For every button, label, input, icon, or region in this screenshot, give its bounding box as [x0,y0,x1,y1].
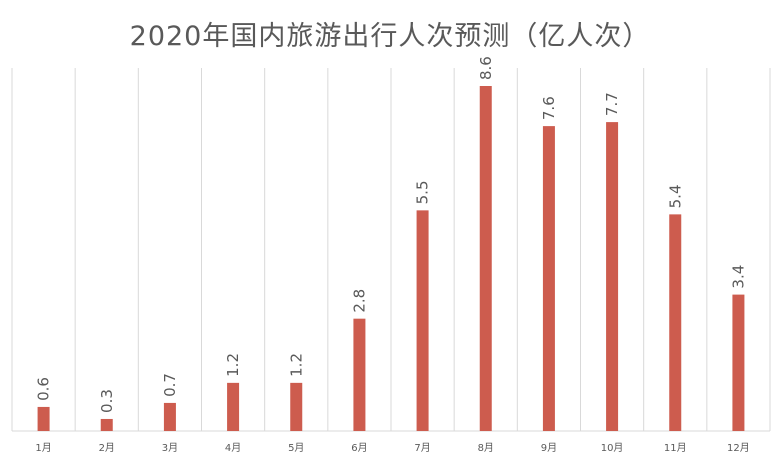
value-label-7: 5.5 [414,181,432,205]
x-tick-label-1: 1月 [35,442,51,454]
bar-12 [732,294,745,431]
x-tick-label-9: 9月 [541,442,557,454]
x-tick-label-2: 2月 [99,442,115,454]
value-label-4: 1.2 [224,353,242,377]
bar-3 [163,402,176,431]
value-label-10: 7.7 [603,92,621,116]
value-label-11: 5.4 [666,185,684,209]
bar-10 [606,122,619,432]
x-tick-label-11: 11月 [664,442,687,454]
bar-1 [37,406,50,431]
x-tick-label-3: 3月 [162,442,178,454]
x-tick-label-12: 12月 [727,442,750,454]
value-label-12: 3.4 [729,265,747,289]
value-label-3: 0.7 [161,373,179,397]
bar-9 [542,126,555,432]
value-labels: 0.6 0.3 0.7 1.2 1.2 2.8 5.5 8.6 7.6 7.7 5.4 3.4 [35,56,748,413]
x-tick-label-4: 4月 [225,442,241,454]
x-tick-labels: 1月 2月 3月 4月 5月 6月 7月 8月 9月 10月 11月 12月 [35,442,749,454]
value-label-8: 8.6 [477,56,495,80]
bar-8 [479,86,492,431]
x-tick-label-6: 6月 [351,442,367,454]
bar-2 [100,418,113,431]
value-label-9: 7.6 [540,96,558,120]
value-label-1: 0.6 [35,377,53,401]
bar-6 [353,318,366,431]
x-tick-label-5: 5月 [288,442,304,454]
x-tick-label-10: 10月 [601,442,624,454]
bar-11 [669,214,682,431]
bar-5 [290,382,303,431]
value-label-6: 2.8 [350,289,368,313]
value-label-5: 1.2 [287,353,305,377]
bars [37,86,745,432]
bar-4 [227,382,240,431]
value-label-2: 0.3 [98,389,116,413]
gridlines [11,68,771,432]
x-tick-label-7: 7月 [414,442,430,454]
bar-7 [416,210,429,431]
x-tick-label-8: 8月 [478,442,494,454]
chart-title: 2020年国内旅游出行人次预测（亿人次） [129,21,651,52]
